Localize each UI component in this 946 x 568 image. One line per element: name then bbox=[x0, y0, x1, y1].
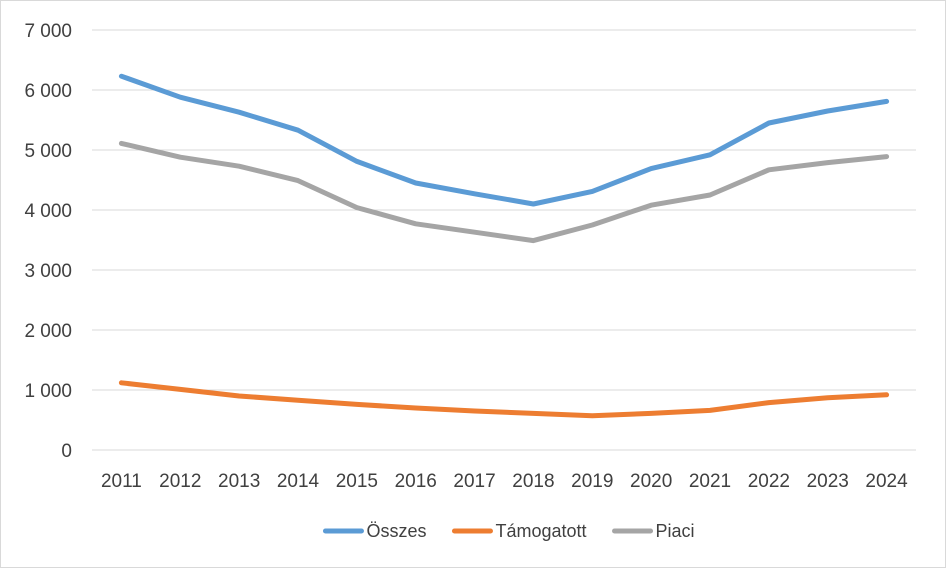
y-tick-label: 1 000 bbox=[24, 381, 72, 402]
y-tick-label: 7 000 bbox=[24, 21, 72, 42]
y-axis-tick-labels: 0 1 000 2 000 3 000 4 000 5 000 6 000 7 000 bbox=[24, 21, 72, 462]
x-tick-label: 2022 bbox=[748, 471, 790, 492]
y-tick-label: 3 000 bbox=[24, 261, 72, 282]
legend-label-1: Támogatott bbox=[495, 521, 586, 541]
y-tick-label: 4 000 bbox=[24, 201, 72, 222]
x-axis-tick-labels: 2011 2012 2013 2014 2015 2016 2017 2018 2019 2020… bbox=[101, 471, 908, 492]
series-line-1 bbox=[118, 380, 890, 419]
y-tick-label: 6 000 bbox=[24, 81, 72, 102]
series-line-2 bbox=[118, 140, 890, 244]
x-tick-label: 2012 bbox=[159, 471, 201, 492]
series-lines bbox=[118, 73, 890, 419]
y-tick-label: 0 bbox=[61, 441, 72, 462]
x-tick-label: 2016 bbox=[395, 471, 437, 492]
legend: Összes Támogatott Piaci bbox=[322, 521, 695, 541]
x-tick-label: 2019 bbox=[571, 471, 613, 492]
x-tick-label: 2013 bbox=[218, 471, 260, 492]
y-tick-label: 5 000 bbox=[24, 141, 72, 162]
x-tick-label: 2015 bbox=[336, 471, 378, 492]
x-tick-label: 2017 bbox=[453, 471, 495, 492]
x-tick-label: 2023 bbox=[807, 471, 849, 492]
x-tick-label: 2014 bbox=[277, 471, 320, 492]
x-tick-label: 2011 bbox=[101, 471, 142, 492]
x-tick-label: 2021 bbox=[689, 471, 731, 492]
legend-label-0: Összes bbox=[366, 521, 426, 541]
x-tick-label: 2018 bbox=[512, 471, 554, 492]
y-tick-label: 2 000 bbox=[24, 321, 72, 342]
series-line-0 bbox=[118, 73, 890, 207]
gridlines bbox=[92, 29, 916, 451]
x-tick-label: 2024 bbox=[865, 471, 908, 492]
legend-label-2: Piaci bbox=[656, 521, 695, 541]
x-tick-label: 2020 bbox=[630, 471, 672, 492]
